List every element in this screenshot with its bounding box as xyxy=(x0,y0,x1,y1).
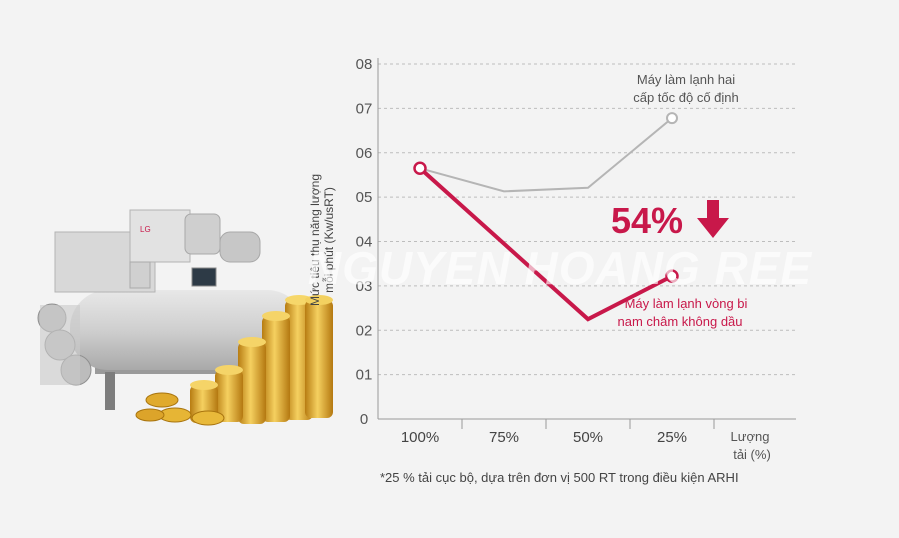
gold-coins-illustration xyxy=(135,295,333,426)
chiller-illustration: LG xyxy=(37,209,305,410)
legend-grey-line2: cấp tốc độ cố định xyxy=(633,90,739,105)
x-tick-labels: 100% 75% 50% 25% xyxy=(401,429,687,446)
y-tick-label: 03 xyxy=(356,278,373,295)
y-axis-label-line2: mỗi phút (Kw/usRT) xyxy=(321,187,336,293)
watermark-text: NGUYEN HOANG REE xyxy=(308,242,812,294)
y-tick-label: 04 xyxy=(356,234,373,251)
series-point-fixed-speed xyxy=(666,112,678,125)
legend-red-line1: Máy làm lạnh vòng bi xyxy=(625,296,748,311)
x-axis-label-line1: Lượng xyxy=(731,429,770,444)
y-tick-label: 02 xyxy=(356,322,373,339)
x-tick-label: 50% xyxy=(573,429,603,446)
grid-lines xyxy=(378,63,796,376)
y-tick-labels: 0 01 02 03 04 05 06 07 08 xyxy=(356,56,373,428)
x-tick-label: 100% xyxy=(401,429,439,446)
x-tick-label: 25% xyxy=(657,429,687,446)
y-tick-label: 0 xyxy=(360,411,368,428)
axes xyxy=(377,58,796,429)
y-tick-label: 05 xyxy=(356,189,373,206)
arrow-down-icon xyxy=(697,200,729,238)
series-point-maglev xyxy=(665,269,679,283)
series-lines xyxy=(413,112,679,322)
series-point-maglev xyxy=(413,161,427,176)
svg-text:LG: LG xyxy=(140,225,151,234)
y-tick-label: 01 xyxy=(356,367,373,384)
y-tick-label: 06 xyxy=(356,145,373,162)
x-axis-label-line2: tải (%) xyxy=(733,447,771,462)
x-tick-label: 75% xyxy=(489,429,519,446)
legend-red-line2: nam châm không dầu xyxy=(617,314,742,329)
series-line-fixed-speed xyxy=(419,117,673,193)
footnote: *25 % tải cục bộ, dựa trên đơn vị 500 RT… xyxy=(380,470,739,485)
y-tick-label: 08 xyxy=(356,56,373,73)
savings-percent-label: 54% xyxy=(611,200,683,241)
series-line-maglev xyxy=(418,166,673,322)
legend-grey-line1: Máy làm lạnh hai xyxy=(637,72,735,87)
y-tick-label: 07 xyxy=(356,100,373,117)
y-axis-label-line1: Mức tiêu thụ năng lượng xyxy=(308,174,322,306)
